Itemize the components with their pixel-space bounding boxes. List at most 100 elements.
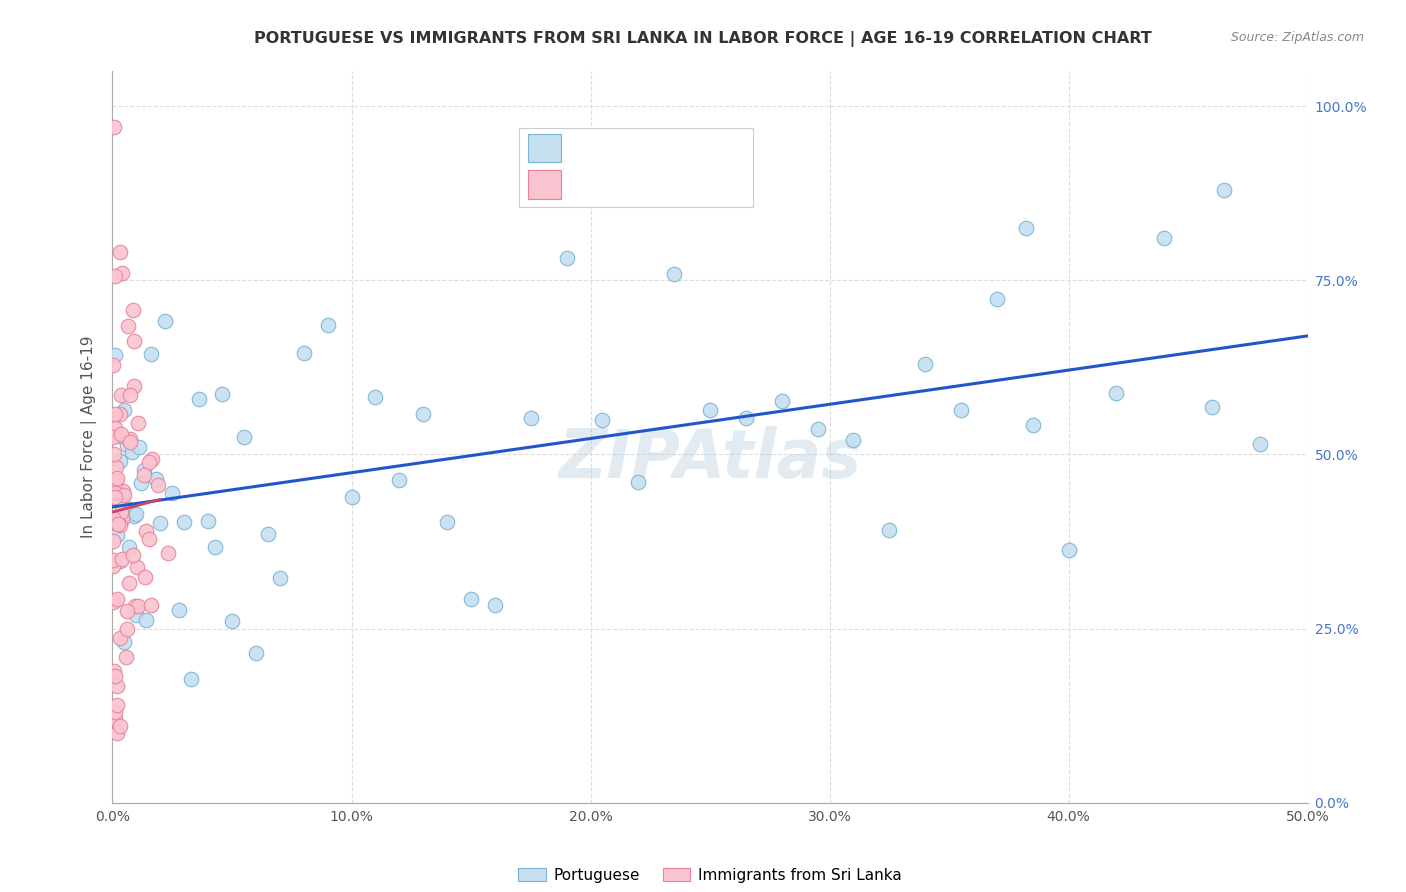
Point: [104, 486, 127, 500]
Point: [879, 523, 901, 537]
FancyBboxPatch shape: [519, 128, 754, 207]
Point: [233, 430, 256, 444]
Point: [388, 473, 411, 487]
Point: [117, 319, 139, 334]
Point: [180, 672, 202, 686]
Point: [111, 488, 134, 502]
Point: [114, 403, 135, 417]
Point: [120, 433, 142, 447]
Point: [162, 486, 183, 500]
Point: [138, 455, 160, 469]
Point: [114, 488, 136, 502]
Point: [105, 471, 128, 485]
Point: [104, 516, 127, 531]
Point: [122, 549, 145, 563]
Point: [105, 527, 128, 541]
Point: [105, 679, 128, 693]
Point: [107, 517, 129, 532]
Point: [101, 533, 124, 548]
Point: [1213, 183, 1236, 197]
Point: [121, 445, 143, 459]
Point: [108, 554, 131, 568]
Point: [807, 422, 830, 436]
Point: [101, 595, 124, 609]
Point: [108, 407, 131, 421]
Point: [627, 475, 650, 489]
Point: [103, 407, 125, 421]
Text: 68: 68: [711, 139, 734, 157]
Legend: Portuguese, Immigrants from Sri Lanka: Portuguese, Immigrants from Sri Lanka: [512, 862, 908, 889]
Point: [842, 433, 865, 447]
Point: [127, 599, 149, 613]
Point: [118, 576, 141, 591]
Text: ZIPAtlas: ZIPAtlas: [558, 426, 862, 492]
Point: [104, 712, 127, 726]
Point: [132, 463, 155, 477]
Point: [1057, 542, 1080, 557]
Point: [245, 646, 267, 660]
Point: [364, 390, 387, 404]
Point: [101, 358, 124, 372]
FancyBboxPatch shape: [529, 134, 561, 162]
Point: [257, 527, 280, 541]
Point: [111, 488, 134, 502]
Point: [101, 559, 124, 574]
Point: [735, 410, 758, 425]
Point: [146, 477, 169, 491]
Point: [187, 392, 209, 406]
Point: [436, 515, 458, 529]
Point: [340, 491, 363, 505]
Point: [950, 403, 973, 417]
Point: [138, 533, 160, 547]
Point: [221, 614, 243, 628]
Point: [125, 560, 148, 574]
Point: [1105, 386, 1128, 401]
Point: [103, 664, 125, 678]
Point: [139, 599, 162, 613]
Point: [120, 435, 142, 450]
Point: [118, 540, 141, 554]
Point: [111, 512, 134, 526]
Point: [204, 540, 226, 554]
Point: [117, 622, 139, 636]
Text: Source: ZipAtlas.com: Source: ZipAtlas.com: [1230, 31, 1364, 45]
Text: 0.318: 0.318: [617, 139, 669, 157]
Point: [699, 403, 721, 417]
Point: [211, 387, 233, 401]
Text: PORTUGUESE VS IMMIGRANTS FROM SRI LANKA IN LABOR FORCE | AGE 16-19 CORRELATION C: PORTUGUESE VS IMMIGRANTS FROM SRI LANKA …: [254, 31, 1152, 47]
Point: [104, 421, 127, 435]
Point: [139, 347, 162, 361]
Point: [316, 318, 339, 332]
Point: [134, 570, 156, 584]
Point: [110, 505, 132, 519]
Point: [1249, 436, 1271, 450]
Point: [153, 314, 176, 328]
Point: [105, 726, 128, 740]
Point: [104, 474, 127, 488]
Text: N =: N =: [671, 177, 706, 192]
Point: [108, 454, 131, 468]
Point: [986, 292, 1008, 306]
Point: [115, 649, 138, 664]
Point: [101, 552, 124, 566]
Point: [122, 508, 145, 523]
Point: [1153, 231, 1175, 245]
Point: [101, 430, 124, 444]
Point: [101, 594, 124, 608]
Point: [128, 440, 150, 454]
Text: 0.360: 0.360: [617, 176, 669, 194]
Point: [157, 546, 180, 560]
Point: [460, 592, 482, 607]
Point: [104, 669, 127, 683]
Point: [103, 447, 125, 461]
Point: [132, 467, 155, 482]
Point: [114, 634, 135, 648]
Point: [115, 604, 138, 618]
Point: [111, 552, 134, 566]
Point: [104, 348, 127, 362]
Point: [104, 460, 127, 475]
Point: [105, 591, 128, 606]
Point: [149, 516, 172, 531]
Point: [914, 357, 936, 371]
Point: [664, 267, 686, 281]
